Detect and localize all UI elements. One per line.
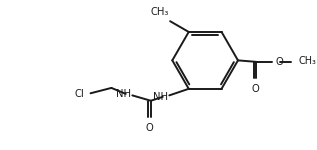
Text: O: O bbox=[251, 84, 259, 94]
Text: NH: NH bbox=[153, 92, 168, 102]
Text: CH₃: CH₃ bbox=[299, 56, 317, 66]
Text: CH₃: CH₃ bbox=[150, 7, 169, 17]
Text: O: O bbox=[276, 57, 284, 67]
Text: Cl: Cl bbox=[74, 89, 84, 99]
Text: NH: NH bbox=[116, 89, 131, 99]
Text: O: O bbox=[146, 123, 153, 133]
